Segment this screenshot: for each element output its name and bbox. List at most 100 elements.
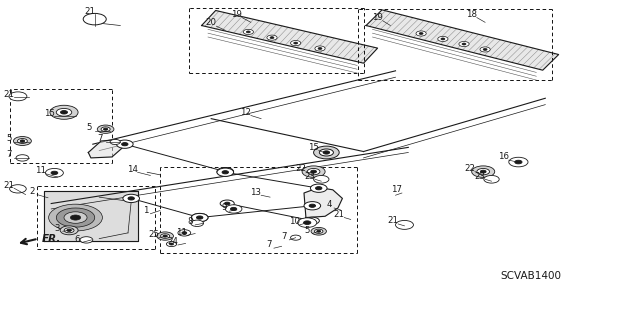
Circle shape <box>315 46 325 51</box>
Circle shape <box>314 175 329 183</box>
Circle shape <box>484 175 499 183</box>
Text: 15: 15 <box>308 143 319 152</box>
Circle shape <box>178 230 191 236</box>
Circle shape <box>196 216 203 219</box>
Text: 19: 19 <box>232 10 242 19</box>
Text: 20: 20 <box>205 19 217 27</box>
Circle shape <box>225 202 230 205</box>
Circle shape <box>60 226 78 235</box>
Text: 11: 11 <box>176 228 188 237</box>
Circle shape <box>419 33 423 34</box>
Polygon shape <box>88 140 123 158</box>
Circle shape <box>80 237 93 243</box>
Circle shape <box>246 31 250 33</box>
Circle shape <box>480 47 490 52</box>
Circle shape <box>50 105 78 119</box>
Text: 5: 5 <box>305 226 310 235</box>
Text: 7: 7 <box>266 241 271 249</box>
Circle shape <box>217 168 234 176</box>
Circle shape <box>225 205 242 213</box>
Circle shape <box>56 108 72 116</box>
Circle shape <box>314 229 323 234</box>
Circle shape <box>509 157 528 167</box>
Circle shape <box>311 227 326 235</box>
Circle shape <box>10 185 26 193</box>
Circle shape <box>97 125 114 133</box>
Text: 25: 25 <box>148 230 159 239</box>
Circle shape <box>483 48 487 50</box>
Circle shape <box>222 171 228 174</box>
Circle shape <box>116 140 133 148</box>
Text: 11: 11 <box>35 166 47 175</box>
Text: 22: 22 <box>295 164 307 173</box>
Text: 21: 21 <box>387 216 399 225</box>
Text: 21: 21 <box>3 90 15 99</box>
Text: 16: 16 <box>498 152 509 161</box>
Text: 23: 23 <box>304 172 316 181</box>
Circle shape <box>303 221 311 225</box>
Circle shape <box>13 137 31 145</box>
Circle shape <box>318 48 322 49</box>
Circle shape <box>317 230 321 232</box>
Text: SCVAB1400: SCVAB1400 <box>500 271 562 281</box>
Circle shape <box>64 212 87 223</box>
Circle shape <box>291 235 301 240</box>
Circle shape <box>294 42 298 44</box>
Circle shape <box>20 140 25 142</box>
Text: 1: 1 <box>143 206 148 215</box>
Circle shape <box>319 149 333 156</box>
Circle shape <box>472 166 495 177</box>
Text: 5: 5 <box>6 134 12 143</box>
Text: 8: 8 <box>188 217 193 226</box>
Text: 12: 12 <box>240 108 252 117</box>
Circle shape <box>17 138 28 144</box>
Circle shape <box>61 110 68 114</box>
Text: 10: 10 <box>289 217 300 226</box>
Polygon shape <box>44 191 138 241</box>
Polygon shape <box>304 188 342 218</box>
Circle shape <box>438 36 448 41</box>
Polygon shape <box>202 11 378 63</box>
Circle shape <box>56 208 95 227</box>
Circle shape <box>45 168 63 177</box>
Circle shape <box>515 160 522 164</box>
Circle shape <box>396 220 413 229</box>
Circle shape <box>220 200 234 207</box>
Circle shape <box>191 220 204 226</box>
Circle shape <box>316 187 322 190</box>
Circle shape <box>161 234 170 238</box>
Text: 4: 4 <box>326 200 332 209</box>
Circle shape <box>480 170 486 173</box>
Circle shape <box>314 146 339 159</box>
Circle shape <box>267 35 277 40</box>
Text: 7: 7 <box>6 150 12 159</box>
Text: 15: 15 <box>44 109 55 118</box>
Circle shape <box>323 151 330 154</box>
Circle shape <box>122 143 128 146</box>
Text: 22: 22 <box>464 164 476 173</box>
Circle shape <box>191 213 208 222</box>
Circle shape <box>270 37 274 39</box>
Circle shape <box>305 217 319 224</box>
Circle shape <box>291 41 301 46</box>
Text: 6: 6 <box>74 235 79 244</box>
Text: 21: 21 <box>3 181 15 189</box>
Circle shape <box>222 170 228 173</box>
Text: FR.: FR. <box>42 234 61 244</box>
Circle shape <box>217 167 234 176</box>
Circle shape <box>16 155 29 161</box>
Text: 7: 7 <box>98 134 103 143</box>
Text: 21: 21 <box>333 210 345 219</box>
Text: 9: 9 <box>221 204 227 212</box>
Circle shape <box>441 38 445 40</box>
Circle shape <box>104 128 108 130</box>
Circle shape <box>230 207 237 211</box>
Polygon shape <box>366 10 559 70</box>
Circle shape <box>477 168 490 175</box>
Text: 7: 7 <box>282 232 287 241</box>
Circle shape <box>311 170 317 173</box>
Circle shape <box>70 215 81 220</box>
Circle shape <box>101 127 110 131</box>
Circle shape <box>128 197 134 200</box>
Circle shape <box>191 213 208 222</box>
